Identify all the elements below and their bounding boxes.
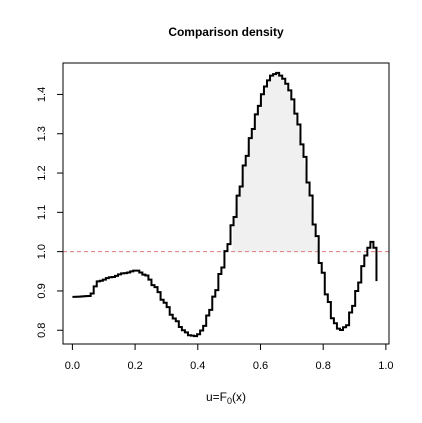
x-tick-label: 0.8: [316, 360, 331, 372]
x-axis-label-main: u=F: [206, 390, 227, 404]
y-tick-label: 1.2: [36, 165, 48, 180]
shaded-area: [232, 72, 319, 252]
x-tick-label: 1.0: [378, 360, 393, 372]
shaded-region-layer: [232, 72, 319, 252]
x-tick-label: 0.4: [190, 360, 205, 372]
y-tick-label: 1.4: [36, 87, 48, 102]
x-axis-label-subscript: 0: [227, 396, 232, 406]
x-tick-label: 0.6: [253, 360, 268, 372]
y-axis: 0.8 0.9 1.0 1.1 1.2 1.3 1.4: [36, 87, 63, 338]
y-tick-label: 1.3: [36, 126, 48, 141]
y-tick-label: 1.1: [36, 205, 48, 220]
y-tick-label: 1.0: [36, 244, 48, 259]
x-tick-label: 0.0: [65, 360, 80, 372]
x-axis-label-tail: (x): [232, 390, 246, 404]
plot-frame: [62, 62, 390, 345]
y-tick-label: 0.8: [36, 323, 48, 338]
chart-title: Comparison density: [168, 25, 284, 39]
x-axis: 0.0 0.2 0.4 0.6 0.8 1.0: [65, 344, 394, 372]
density-line: [72, 71, 378, 338]
density-line-layer: [72, 71, 378, 338]
x-tick-label: 0.2: [127, 360, 142, 372]
y-tick-label: 0.9: [36, 283, 48, 298]
x-axis-label: u=F0(x): [206, 390, 246, 406]
